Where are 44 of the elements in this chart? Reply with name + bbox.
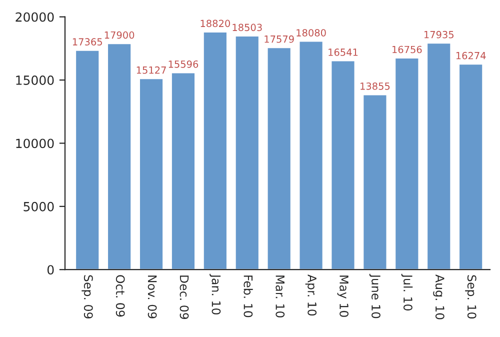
y-tick-label: 0 (47, 265, 54, 275)
bar (362, 94, 388, 270)
data-label: 18080 (296, 29, 326, 36)
x-tick-label: Aug. 10 (433, 274, 444, 320)
bar (266, 46, 292, 270)
bar (202, 31, 228, 270)
data-label: 16274 (456, 52, 486, 60)
x-tick-label: June 10 (369, 274, 380, 318)
x-tick-label: Mar. 10 (276, 276, 285, 318)
x-tick-label: Nov. 09 (148, 276, 157, 318)
data-label: 13855 (360, 82, 390, 90)
data-label: 15127 (136, 66, 166, 74)
bar (170, 72, 196, 270)
bar (298, 40, 324, 270)
y-tick-label: 15000 (16, 76, 54, 85)
data-label: 16541 (328, 48, 358, 56)
data-label: 16756 (392, 46, 422, 54)
data-label: 17579 (264, 35, 294, 43)
bar (458, 63, 484, 270)
y-tick-label: 20000 (16, 12, 54, 22)
data-label: 17900 (104, 31, 134, 39)
bar (138, 78, 164, 270)
bar (234, 35, 260, 270)
x-tick-label: Jan. 10 (210, 274, 221, 314)
x-tick-label: Sep. 10 (465, 275, 476, 318)
data-label: 17935 (424, 30, 454, 38)
y-tick-label: 10000 (16, 138, 54, 148)
x-tick-label: May 10 (337, 276, 349, 317)
x-tick-label: Sep. 09 (82, 275, 93, 318)
data-label: 15596 (168, 60, 198, 68)
bar (426, 42, 452, 270)
bar (330, 60, 356, 270)
data-label: 17365 (72, 38, 102, 46)
bar (394, 57, 420, 270)
x-tick-label: Apr. 10 (305, 274, 317, 316)
x-tick-label: Feb. 10 (244, 276, 253, 318)
data-label: 18503 (232, 24, 262, 32)
bar (106, 42, 132, 270)
data-label: 18820 (200, 20, 230, 28)
x-tick-label: Jul. 10 (401, 274, 413, 310)
bar (74, 49, 100, 270)
x-tick-label: Dec. 09 (180, 276, 189, 320)
y-tick-label: 5000 (24, 202, 54, 212)
x-tick-label: Oct. 09 (116, 275, 125, 317)
